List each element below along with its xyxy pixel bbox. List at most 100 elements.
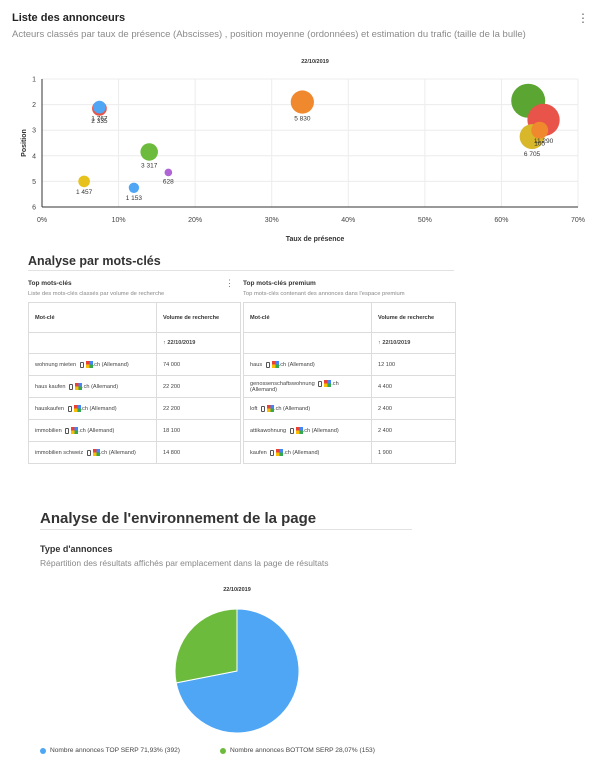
bubble-data-label: 1 153 [126, 195, 143, 202]
table-row[interactable]: immobilien schweiz .ch (Allemand) 14 800 [28, 441, 241, 464]
top-mots-cles-panel: Top mots-clés Liste des mots-clés classé… [28, 278, 240, 297]
table-row[interactable]: kaufen .ch (Allemand) 1 900 [243, 441, 456, 464]
x-axis-label: Taux de présence [286, 236, 345, 243]
mobile-device-icon [69, 383, 74, 390]
bubble-point [78, 175, 90, 188]
x-tick-label: 30% [265, 217, 279, 224]
keyword-text: attikawohnung [250, 427, 287, 434]
top-mots-cles-title: Top mots-clés [28, 280, 72, 287]
keyword-locale: .ch (Allemand) [302, 427, 339, 434]
keyword-locale: .ch (Allemand) [250, 380, 339, 393]
volume-cell: 2 400 [371, 397, 456, 420]
google-logo-icon [267, 405, 275, 412]
mobile-device-icon [318, 380, 323, 387]
keyword-cell: hauskaufen .ch (Allemand) [28, 397, 157, 420]
keyword-cell: immobilien .ch (Allemand) [28, 419, 157, 442]
legend-item-bottom-serp[interactable]: Nombre annonces BOTTOM SERP 28,07% (153) [220, 747, 375, 754]
bubble-point [128, 182, 140, 193]
bubble-data-label: 1 457 [76, 189, 93, 196]
mobile-device-icon [289, 427, 294, 434]
bubble-data-label: 5 830 [294, 116, 311, 123]
keyword-cell: haus kaufen .ch (Allemand) [28, 375, 157, 398]
sort-date-header[interactable]: ↑ 22/10/2019 [156, 332, 241, 354]
sort-date-header[interactable]: ↑ 22/10/2019 [371, 332, 456, 354]
keyword-text: kaufen [250, 449, 267, 456]
col-keyword-header[interactable]: Mot-clé [243, 302, 372, 333]
annonceurs-menu-icon[interactable]: ⋮ [577, 11, 589, 25]
table-row[interactable]: immobilien .ch (Allemand) 18 100 [28, 419, 241, 442]
mobile-device-icon [79, 361, 84, 368]
bubble-point [164, 168, 173, 177]
keyword-locale: .ch (Allemand) [274, 405, 311, 412]
keyword-text: immobilien schweiz [35, 449, 84, 456]
top-mots-cles-menu-icon[interactable]: ⋮ [225, 278, 234, 288]
annonceurs-subtitle: Acteurs classés par taux de présence (Ab… [12, 29, 526, 40]
table-row[interactable]: haus kaufen .ch (Allemand) 22 200 [28, 375, 241, 398]
legend-item-top-serp[interactable]: Nombre annonces TOP SERP 71,93% (392) [40, 747, 180, 754]
google-logo-icon [92, 449, 100, 456]
keyword-text: hauskaufen [35, 405, 64, 412]
bubble-point [290, 90, 314, 114]
keyword-text: haus kaufen [35, 383, 66, 390]
bubble-point [140, 143, 158, 161]
bubble-point [531, 121, 549, 139]
table-row[interactable]: genossenschaftswohnung .ch (Allemand) 4 4… [243, 375, 456, 398]
mobile-device-icon [265, 361, 270, 368]
table-row[interactable]: attikawohnung .ch (Allemand) 2 400 [243, 419, 456, 442]
google-logo-icon [276, 449, 284, 456]
environnement-heading: Analyse de l'environnement de la page [40, 510, 317, 527]
volume-cell: 22 200 [156, 375, 241, 398]
table-row[interactable]: hauskaufen .ch (Allemand) 22 200 [28, 397, 241, 420]
col-volume-header[interactable]: Volume de recherche [371, 302, 456, 333]
volume-cell: 1 900 [371, 441, 456, 464]
bubble-data-label: 105 [534, 141, 545, 148]
mobile-device-icon [270, 449, 275, 456]
table-row[interactable]: haus .ch (Allemand) 12 100 [243, 353, 456, 376]
google-logo-icon [295, 427, 303, 434]
table-row[interactable]: wohnung mieten .ch (Allemand) 74 000 [28, 353, 241, 376]
volume-cell: 22 200 [156, 397, 241, 420]
top-mots-cles-table: Mot-clé Volume de recherche ↑ 22/10/2019… [28, 302, 241, 464]
keyword-cell: genossenschaftswohnung .ch (Allemand) [243, 375, 372, 398]
legend-dot-icon [220, 747, 226, 754]
bubble-data-label: 1 767 [91, 116, 108, 123]
y-tick-label: 3 [32, 128, 36, 135]
volume-cell: 18 100 [156, 419, 241, 442]
google-logo-icon [71, 427, 79, 434]
keyword-locale: .ch (Allemand) [78, 427, 115, 434]
annonceurs-title: Liste des annonceurs [12, 12, 126, 24]
col-volume-header[interactable]: Volume de recherche [156, 302, 241, 333]
bubble-data-label: 3 317 [141, 163, 158, 170]
col-keyword-header[interactable]: Mot-clé [28, 302, 157, 333]
volume-cell: 2 400 [371, 419, 456, 442]
keyword-locale: .ch (Allemand) [80, 405, 117, 412]
blank-cell [243, 332, 372, 354]
volume-cell: 14 800 [156, 441, 241, 464]
top-mots-cles-subtitle: Liste des mots-clés classés par volume d… [28, 291, 165, 297]
x-tick-label: 60% [494, 217, 508, 224]
y-axis-label: Position [21, 129, 28, 157]
keyword-cell: wohnung mieten .ch (Allemand) [28, 353, 157, 376]
type-annonces-title: Type d'annonces [40, 544, 113, 554]
bubble-data-label: 11 290 [534, 138, 554, 145]
x-tick-label: 0% [37, 217, 47, 224]
premium-mots-cles-panel: Top mots-clés premium Top mots-clés cont… [243, 280, 455, 297]
keyword-locale: .ch (Allemand) [278, 361, 315, 368]
keyword-locale: .ch (Allemand) [283, 449, 320, 456]
mots-cles-divider [28, 270, 454, 271]
keyword-text: haus [250, 361, 263, 368]
y-tick-label: 6 [32, 205, 36, 212]
x-tick-label: 70% [571, 217, 585, 224]
mots-cles-heading: Analyse par mots-clés [28, 254, 161, 268]
table-row[interactable]: loft .ch (Allemand) 2 400 [243, 397, 456, 420]
y-tick-label: 1 [32, 77, 36, 84]
type-annonces-subtitle: Répartition des résultats affichés par e… [40, 558, 329, 568]
mobile-device-icon [67, 405, 72, 412]
keyword-cell: haus .ch (Allemand) [243, 353, 372, 376]
bubble-data-label: 6 705 [524, 151, 541, 158]
volume-cell: 74 000 [156, 353, 241, 376]
pie-slice [175, 608, 300, 734]
x-tick-label: 50% [418, 217, 432, 224]
blank-cell [28, 332, 157, 354]
mobile-device-icon [261, 405, 266, 412]
